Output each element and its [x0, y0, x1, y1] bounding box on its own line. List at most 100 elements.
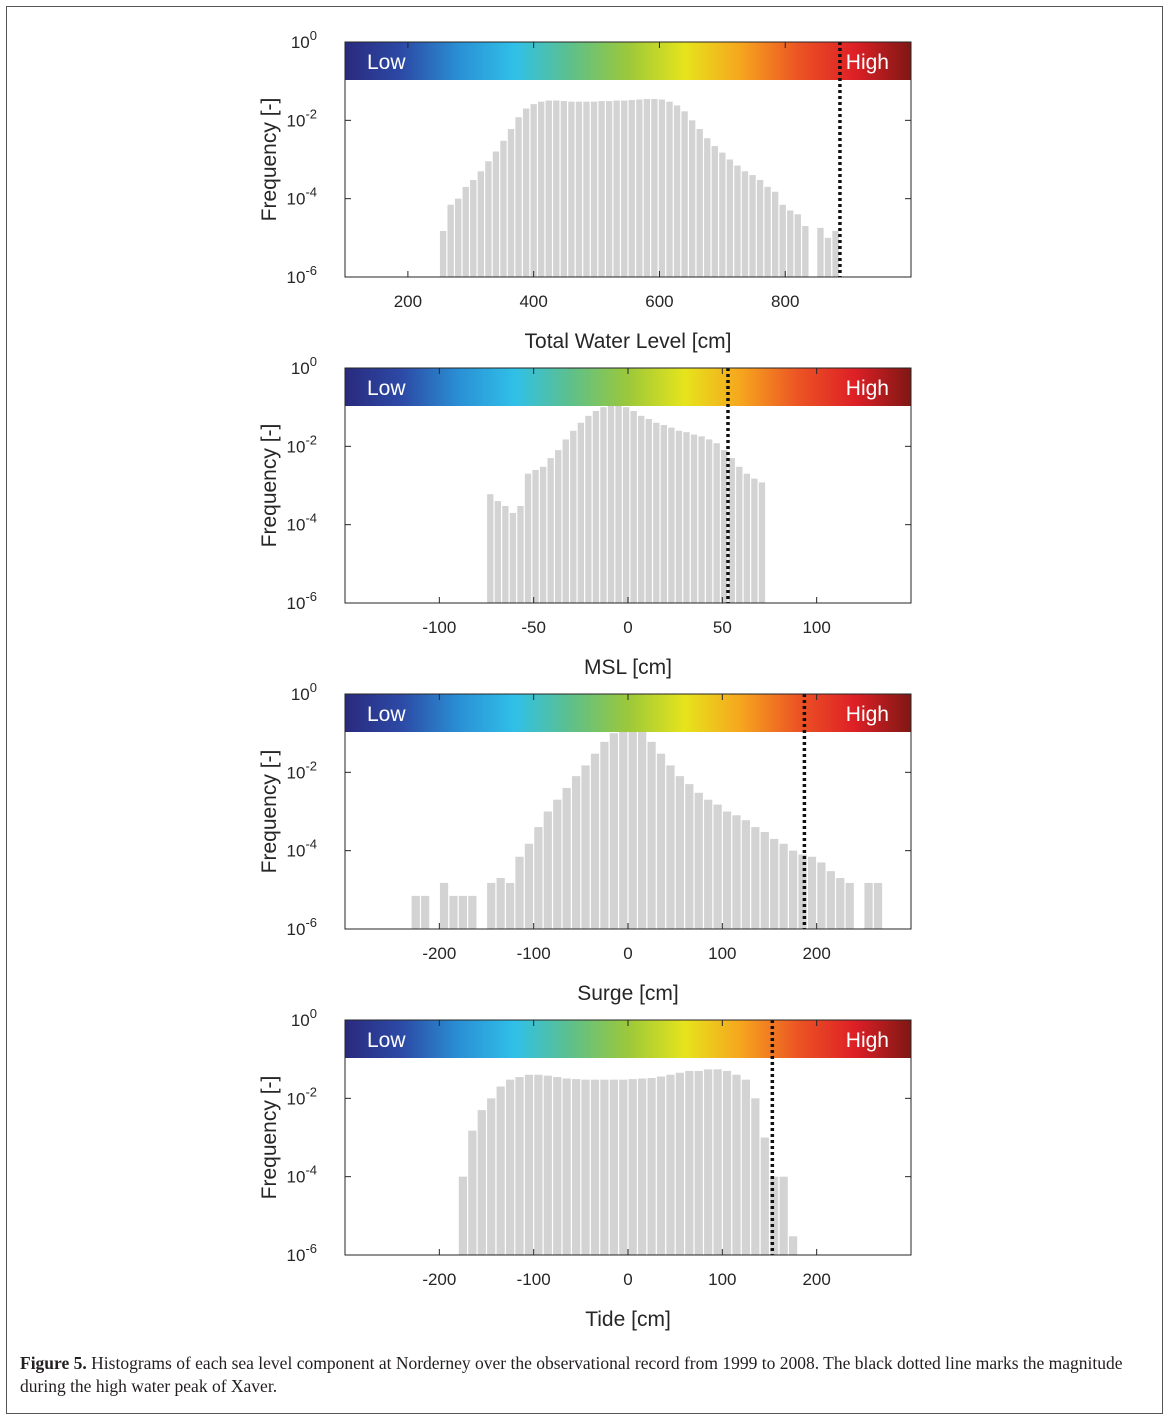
y-axis-label: Frequency [-] — [258, 98, 281, 222]
histogram-bar — [645, 418, 652, 603]
histogram-bar — [455, 198, 462, 277]
histogram-bar — [643, 99, 651, 277]
y-tick-label: 10-6 — [287, 589, 317, 613]
histogram-bar — [824, 237, 832, 277]
x-axis-label: Tide [cm] — [585, 1308, 671, 1331]
plot-area — [345, 1020, 911, 1255]
histogram-bar — [721, 450, 728, 603]
histogram-bar — [751, 478, 758, 603]
histogram-bar — [817, 862, 826, 929]
histogram-bar — [592, 410, 600, 603]
histogram-bar — [538, 101, 545, 277]
histogram-bar — [694, 1070, 703, 1255]
histogram-bar — [719, 152, 726, 277]
histogram-bar — [477, 1110, 486, 1255]
x-tick-label: 50 — [713, 618, 732, 637]
histogram-bar — [524, 473, 532, 603]
histogram-bar — [458, 1176, 468, 1255]
histogram-bar — [502, 505, 509, 603]
histogram-bar — [439, 230, 447, 277]
histogram-bar — [751, 1098, 760, 1255]
histogram-bar — [562, 439, 569, 603]
histogram-bar — [636, 99, 643, 277]
histogram-bar — [713, 443, 720, 603]
charts-root: Low High 200 400 600 800 10-6 10-4 10-2 100 Total … — [258, 28, 912, 1331]
histogram-bar — [468, 895, 477, 929]
histogram-bar — [771, 191, 779, 277]
x-tick-label: 800 — [771, 292, 799, 311]
histogram-bar — [494, 501, 501, 603]
histogram-bar — [722, 1070, 732, 1255]
x-tick-label: 200 — [802, 1270, 830, 1289]
histogram-bar — [758, 482, 766, 603]
histogram-bar — [749, 175, 756, 277]
histogram-bar — [545, 100, 552, 277]
chart-panel-3: Low High -200 -100 0 100 200 10-6 10-4 10-2 100 Sur… — [258, 680, 912, 1005]
histogram-bar — [515, 117, 522, 277]
histogram-bar — [770, 838, 779, 929]
colormap-band — [345, 694, 911, 732]
histogram-bar — [609, 733, 618, 929]
caption-label: Figure 5. — [20, 1353, 87, 1373]
plot-area — [345, 694, 911, 929]
histogram-bar — [487, 1098, 496, 1255]
x-tick-label: 600 — [645, 292, 673, 311]
histogram-bar — [462, 186, 469, 277]
histogram-bar — [496, 878, 505, 929]
histogram-bar — [807, 856, 817, 929]
chart-panel-2: Low High -100 -50 0 50 100 10-6 10-4 10-2 100 MSL [… — [258, 354, 912, 679]
histogram-bar — [553, 1077, 562, 1255]
band-label-low: Low — [367, 1029, 406, 1052]
histogram-bar — [798, 854, 807, 929]
histogram-bar — [638, 1078, 647, 1255]
histogram-bar — [770, 1176, 779, 1255]
histogram-bar — [741, 1079, 751, 1255]
histogram-bar — [690, 434, 698, 603]
histogram-bar — [711, 146, 718, 277]
histogram-bar — [628, 100, 635, 277]
x-tick-label: 100 — [708, 944, 736, 963]
histogram-bar — [534, 827, 543, 929]
histogram-bar — [505, 1079, 515, 1255]
histogram-bar — [411, 895, 420, 929]
histogram-bar — [788, 1236, 798, 1255]
x-tick-label: 0 — [623, 618, 632, 637]
histogram-bar — [619, 1079, 628, 1255]
histogram-bar — [734, 165, 741, 277]
histogram-bar — [704, 799, 713, 929]
histogram-bar — [630, 410, 637, 603]
histogram-bar — [628, 723, 637, 929]
histogram-bar — [705, 439, 713, 603]
histogram-bar — [570, 430, 577, 603]
histogram-bar — [600, 741, 609, 929]
histogram-bar — [600, 1079, 609, 1255]
histogram-bar — [688, 120, 696, 277]
histogram-bar — [779, 204, 786, 277]
histogram-bar — [543, 811, 552, 929]
histogram-bar — [555, 450, 562, 603]
histogram-bar — [675, 1072, 684, 1255]
x-tick-label: 200 — [394, 292, 422, 311]
histogram-bar — [607, 405, 615, 603]
caption-text: Histograms of each sea level component a… — [20, 1353, 1123, 1396]
histogram-bar — [568, 101, 575, 277]
x-axis-label: Total Water Level [cm] — [525, 330, 732, 353]
histogram-bar — [638, 415, 645, 603]
histogram-bar — [638, 730, 647, 929]
histogram-bar — [787, 210, 794, 277]
histogram-bar — [647, 1078, 656, 1255]
histogram-bar — [539, 466, 547, 603]
histogram-bar — [628, 1079, 637, 1255]
histogram-bar — [675, 430, 683, 603]
histogram-bar — [543, 1075, 552, 1255]
histogram-bar — [779, 1176, 788, 1255]
histogram-bar — [832, 230, 839, 277]
histogram-bar — [764, 186, 771, 277]
histogram-bar — [666, 765, 675, 929]
histogram-bar — [562, 1078, 571, 1255]
histogram-bar — [794, 214, 801, 277]
histogram-bar — [685, 1070, 694, 1255]
histogram-bar — [447, 204, 454, 277]
histogram-bar — [660, 425, 668, 603]
x-tick-label: -100 — [517, 1270, 551, 1289]
